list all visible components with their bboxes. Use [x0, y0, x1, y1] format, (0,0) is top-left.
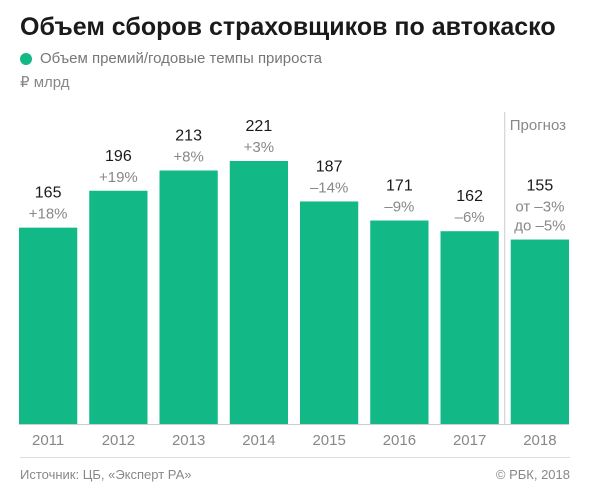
- bar-2013: [159, 170, 218, 424]
- growth-label-2015: –14%: [310, 179, 348, 196]
- copyright-note: © РБК, 2018: [495, 467, 570, 482]
- bar-2014: [229, 161, 288, 424]
- growth-label-2018: до –5%: [514, 218, 565, 235]
- growth-label-2014: +3%: [244, 139, 274, 156]
- bar-2017: [440, 231, 499, 424]
- value-label-2016: 171: [386, 178, 413, 195]
- chart-title: Объем сборов страховщиков по автокаско: [20, 13, 556, 41]
- growth-label-2017: –6%: [455, 209, 485, 226]
- value-label-2015: 187: [316, 158, 343, 175]
- forecast-label: Прогноз: [510, 117, 566, 134]
- x-tick-label-2015: 2015: [312, 432, 345, 449]
- bar-2018: [510, 239, 569, 424]
- value-label-2017: 162: [456, 188, 483, 205]
- x-tick-label-2013: 2013: [172, 432, 205, 449]
- growth-label-2016: –9%: [384, 199, 414, 216]
- unit-label: ₽ млрд: [20, 74, 70, 91]
- bar-2012: [89, 190, 148, 424]
- growth-label-2018: от –3%: [515, 199, 564, 216]
- x-tick-label-2012: 2012: [102, 432, 135, 449]
- footer-divider: [20, 457, 570, 458]
- bar-chart: +18% 165 2011 +19% 196 2012 +8% 213 2013 +3% 221 20…: [19, 112, 569, 449]
- value-label-2018: 155: [527, 178, 554, 195]
- bar-2011: [19, 227, 78, 424]
- x-tick-label-2014: 2014: [242, 432, 275, 449]
- x-tick-label-2011: 2011: [32, 432, 64, 449]
- value-label-2013: 213: [175, 128, 202, 145]
- legend: Объем премий/годовые темпы прироста: [20, 50, 322, 67]
- legend-swatch: [20, 52, 32, 65]
- legend-label: Объем премий/годовые темпы прироста: [40, 50, 323, 67]
- source-note: Источник: ЦБ, «Эксперт РА»: [20, 467, 192, 482]
- x-tick-label-2016: 2016: [383, 432, 416, 449]
- value-label-2014: 221: [246, 118, 273, 135]
- growth-label-2012: +19%: [99, 169, 138, 186]
- value-label-2011: 165: [35, 185, 62, 202]
- value-label-2012: 196: [105, 148, 132, 165]
- bar-2016: [370, 220, 429, 424]
- growth-label-2013: +8%: [173, 149, 203, 166]
- bar-2015: [300, 201, 359, 424]
- x-tick-label-2018: 2018: [523, 432, 556, 449]
- x-tick-label-2017: 2017: [453, 432, 486, 449]
- growth-label-2011: +18%: [29, 206, 68, 223]
